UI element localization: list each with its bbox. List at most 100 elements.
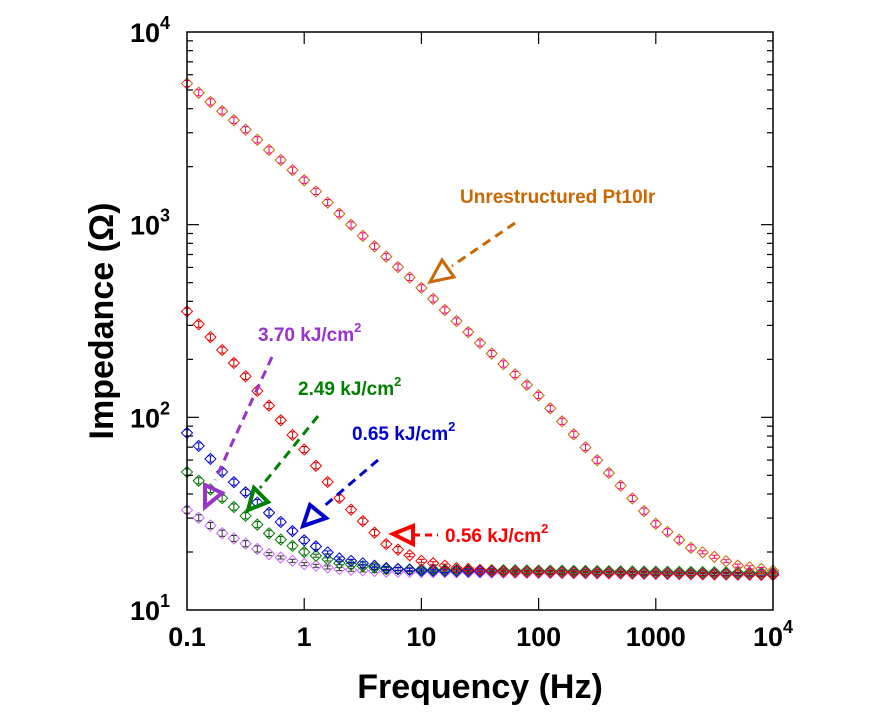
data-point bbox=[344, 218, 358, 232]
data-point bbox=[333, 207, 346, 220]
annotation-label-3-70: 3.70 kJ/cm2 bbox=[258, 320, 361, 346]
y-tick-labels: 101 102 103 104 bbox=[130, 13, 170, 626]
data-point bbox=[344, 554, 358, 568]
data-point bbox=[590, 454, 604, 467]
data-point bbox=[356, 229, 370, 243]
data-point bbox=[239, 509, 252, 523]
data-point bbox=[743, 568, 756, 581]
data-point bbox=[708, 568, 721, 581]
data-point bbox=[614, 566, 627, 580]
data-point bbox=[227, 475, 241, 489]
data-point bbox=[438, 303, 452, 317]
x-tick-label: 104 bbox=[753, 617, 793, 652]
data-point bbox=[274, 414, 287, 427]
y-tick-label: 102 bbox=[130, 398, 170, 433]
data-point bbox=[520, 566, 534, 580]
data-point bbox=[239, 370, 252, 383]
data-point bbox=[438, 566, 452, 579]
data-point bbox=[356, 557, 370, 570]
data-point bbox=[192, 474, 205, 487]
data-point bbox=[344, 563, 358, 576]
data-point bbox=[356, 514, 370, 528]
data-point bbox=[321, 546, 334, 559]
data-point bbox=[204, 95, 217, 109]
data-point bbox=[227, 532, 241, 545]
data-point bbox=[368, 559, 381, 572]
data-point bbox=[297, 534, 311, 547]
annotations: Unrestructured Pt10Ir 3.70 kJ/cm2 2.49 k… bbox=[203, 187, 656, 548]
annotation-arrow-line-3-70 bbox=[213, 356, 274, 481]
data-point bbox=[708, 566, 721, 579]
data-point bbox=[391, 260, 405, 274]
data-point bbox=[380, 562, 393, 576]
data-point bbox=[251, 384, 264, 398]
data-point bbox=[485, 566, 498, 579]
data-point bbox=[473, 565, 487, 578]
data-point bbox=[333, 562, 346, 576]
data-point bbox=[673, 565, 686, 579]
data-point bbox=[403, 565, 416, 579]
series-unrestructured-pt10ir bbox=[180, 77, 780, 577]
data-point bbox=[426, 563, 440, 576]
data-point bbox=[637, 504, 651, 518]
data-point bbox=[462, 325, 475, 339]
annotation-arrow-line-2-49 bbox=[258, 415, 320, 489]
data-point bbox=[333, 491, 346, 505]
data-point bbox=[673, 533, 686, 547]
data-point bbox=[555, 566, 569, 579]
data-point bbox=[426, 565, 440, 579]
data-point bbox=[297, 545, 311, 559]
data-point bbox=[696, 565, 709, 579]
data-point bbox=[251, 542, 264, 556]
data-point bbox=[239, 486, 252, 499]
annotation-arrowhead-0-56 bbox=[388, 523, 415, 548]
data-point bbox=[204, 330, 217, 344]
data-point bbox=[192, 318, 205, 331]
x-tick-label: 0.1 bbox=[168, 622, 206, 652]
data-point bbox=[602, 566, 616, 580]
data-point bbox=[731, 568, 745, 581]
data-point bbox=[438, 559, 452, 572]
data-point bbox=[532, 566, 545, 580]
data-point bbox=[579, 441, 592, 454]
data-point bbox=[555, 415, 569, 428]
data-point bbox=[696, 546, 709, 559]
data-point bbox=[309, 559, 323, 572]
data-point bbox=[731, 566, 745, 579]
data-point bbox=[403, 549, 416, 562]
x-axis-title: Frequency (Hz) bbox=[357, 668, 603, 706]
data-point bbox=[719, 554, 733, 568]
data-point bbox=[661, 565, 674, 578]
data-point bbox=[286, 524, 299, 538]
data-point bbox=[450, 563, 463, 576]
x-tick-label: 1000 bbox=[626, 622, 686, 652]
data-point bbox=[274, 533, 287, 546]
annotation-arrow-line-0-65 bbox=[321, 458, 379, 510]
annotation-0-65: 0.65 kJ/cm2 bbox=[299, 419, 455, 530]
annotation-arrowhead-3-70 bbox=[203, 481, 226, 512]
data-point bbox=[321, 553, 334, 566]
data-point bbox=[567, 428, 580, 441]
data-point bbox=[755, 568, 768, 582]
plot-frame bbox=[186, 31, 774, 611]
data-point bbox=[684, 565, 698, 579]
data-point bbox=[508, 368, 522, 381]
data-point bbox=[579, 566, 592, 579]
data-point bbox=[368, 561, 381, 574]
data-point bbox=[380, 537, 393, 551]
data-point bbox=[309, 459, 323, 472]
data-point bbox=[473, 563, 487, 577]
data-point bbox=[497, 357, 510, 371]
data-point bbox=[673, 567, 686, 581]
annotation-0-56: 0.56 kJ/cm2 bbox=[388, 521, 548, 548]
data-point bbox=[438, 564, 452, 578]
y-tick-label: 103 bbox=[130, 206, 170, 241]
data-point bbox=[415, 564, 428, 577]
data-point bbox=[544, 564, 557, 577]
data-marks bbox=[180, 77, 780, 582]
data-point bbox=[239, 537, 252, 550]
data-point bbox=[403, 271, 416, 284]
data-point bbox=[297, 557, 311, 571]
annotation-label-0-56: 0.56 kJ/cm2 bbox=[445, 521, 548, 547]
